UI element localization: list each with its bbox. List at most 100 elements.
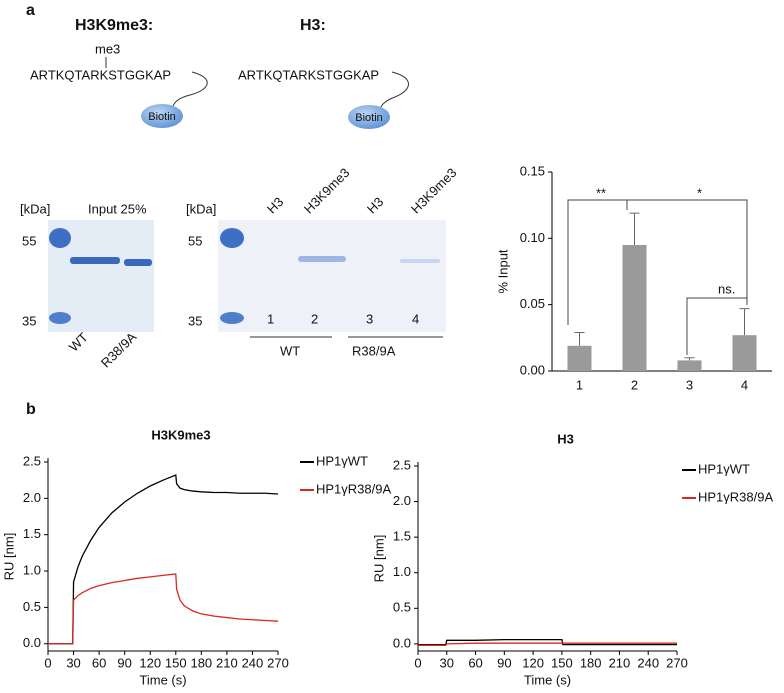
peptide-title: H3K9me3: bbox=[75, 17, 153, 34]
y-tick-label: 0.0 bbox=[393, 635, 411, 650]
modification: me3 bbox=[95, 41, 120, 56]
y-tick-label: 0.00 bbox=[520, 362, 545, 377]
biotin bbox=[141, 104, 183, 128]
x-tick-label: 180 bbox=[190, 655, 212, 670]
biotin-label: Biotin bbox=[148, 111, 176, 123]
lane-header: H3 bbox=[364, 194, 386, 216]
x-tick-label: 150 bbox=[165, 655, 187, 670]
marker-label: 55 bbox=[188, 233, 202, 248]
y-tick-label: 0.0 bbox=[23, 635, 41, 650]
lane-header: H3K9me3 bbox=[408, 165, 459, 216]
y-tick-label: 2.5 bbox=[23, 453, 41, 468]
lane-number: 1 bbox=[267, 311, 274, 326]
marker-band bbox=[220, 228, 244, 248]
biotin-label: Biotin bbox=[355, 112, 383, 124]
bar bbox=[567, 345, 592, 371]
peptide-title: H3: bbox=[300, 17, 326, 34]
x-tick-label: 90 bbox=[497, 655, 511, 670]
marker-band bbox=[220, 312, 244, 324]
marker-band bbox=[49, 228, 71, 248]
y-tick-label: 1.0 bbox=[23, 562, 41, 577]
y-tick-label: 0.5 bbox=[23, 599, 41, 614]
peptide-sequence: ARTKQTARKSTGGKAP bbox=[238, 67, 379, 82]
x-tick-label: 60 bbox=[92, 655, 106, 670]
y-tick-label: 0.5 bbox=[393, 600, 411, 615]
line bbox=[418, 642, 677, 646]
x-tick-label: 240 bbox=[242, 655, 264, 670]
x-tick-label: 210 bbox=[609, 655, 631, 670]
bar bbox=[622, 244, 647, 371]
annotation: ns. bbox=[718, 281, 735, 296]
x-tick-label: 120 bbox=[139, 655, 161, 670]
x-tick-label: 210 bbox=[216, 655, 238, 670]
x-tick-label: 240 bbox=[637, 655, 659, 670]
chart-title: H3K9me3 bbox=[151, 427, 210, 442]
x-tick-label: 0 bbox=[414, 655, 421, 670]
y-tick-label: 2.0 bbox=[23, 490, 41, 505]
y-axis-label: % Input bbox=[495, 249, 510, 293]
x-tick-label: 180 bbox=[580, 655, 602, 670]
band bbox=[70, 257, 120, 264]
x-axis-label: Time (s) bbox=[524, 672, 571, 687]
lane-header: H3 bbox=[264, 194, 286, 216]
legend-label: HP1γWT bbox=[698, 461, 750, 476]
annotation: * bbox=[697, 185, 702, 200]
x-tick-label: 30 bbox=[440, 655, 454, 670]
linker bbox=[167, 71, 208, 113]
y-tick-label: 2.5 bbox=[393, 457, 411, 472]
lane-label: WT bbox=[66, 330, 91, 355]
line bbox=[48, 573, 279, 645]
peptide-sequence: ARTKQTARKSTGGKAP bbox=[30, 67, 171, 82]
x-tick-label: 1 bbox=[576, 377, 583, 392]
marker-label: 55 bbox=[22, 233, 36, 248]
bar bbox=[732, 335, 757, 371]
bar bbox=[677, 360, 702, 371]
unit: [kDa] bbox=[186, 201, 216, 216]
x-tick-label: 4 bbox=[741, 377, 748, 392]
y-axis-label: RU [nm] bbox=[371, 535, 386, 583]
gel bbox=[218, 220, 446, 332]
x-tick-label: 3 bbox=[686, 377, 693, 392]
x-axis-label: Time (s) bbox=[139, 672, 186, 687]
band bbox=[400, 259, 440, 263]
x-tick-label: 90 bbox=[117, 655, 131, 670]
lane-number: 4 bbox=[412, 311, 419, 326]
y-tick-label: 1.5 bbox=[393, 529, 411, 544]
y-tick-label: 1.0 bbox=[393, 564, 411, 579]
line bbox=[48, 474, 279, 645]
marker-label: 35 bbox=[188, 313, 202, 328]
chart-title: H3 bbox=[557, 431, 574, 446]
marker-band bbox=[49, 312, 71, 324]
x-tick-label: 120 bbox=[522, 655, 544, 670]
y-axis-label: RU [nm] bbox=[1, 533, 16, 581]
panel-label: a bbox=[26, 2, 35, 19]
annotation: ** bbox=[596, 185, 606, 200]
lane-number: 3 bbox=[366, 311, 373, 326]
x-tick-label: 30 bbox=[66, 655, 80, 670]
band bbox=[298, 256, 346, 262]
x-tick-label: 270 bbox=[666, 655, 688, 670]
legend-label: HP1γWT bbox=[316, 453, 368, 468]
x-tick-label: 0 bbox=[44, 655, 51, 670]
legend-label: HP1γR38/9A bbox=[316, 481, 391, 496]
brackets bbox=[567, 199, 748, 355]
y-tick-label: 0.10 bbox=[520, 230, 545, 245]
panel-label: b bbox=[26, 401, 36, 418]
marker-label: 35 bbox=[22, 313, 36, 328]
line bbox=[418, 638, 677, 646]
band bbox=[124, 259, 152, 266]
biotin bbox=[348, 105, 390, 129]
group-label: WT bbox=[280, 343, 300, 358]
x-tick-label: 2 bbox=[631, 377, 638, 392]
y-tick-label: 2.0 bbox=[393, 493, 411, 508]
unit: [kDa] bbox=[20, 201, 50, 216]
legend-label: HP1γR38/9A bbox=[698, 489, 773, 504]
lane-label: R38/9A bbox=[98, 329, 140, 371]
group-label: R38/9A bbox=[352, 343, 396, 358]
lane-header: H3K9me3 bbox=[301, 165, 352, 216]
y-tick-label: 0.05 bbox=[520, 296, 545, 311]
y-tick-label: 1.5 bbox=[23, 526, 41, 541]
x-tick-label: 150 bbox=[551, 655, 573, 670]
x-tick-label: 60 bbox=[468, 655, 482, 670]
